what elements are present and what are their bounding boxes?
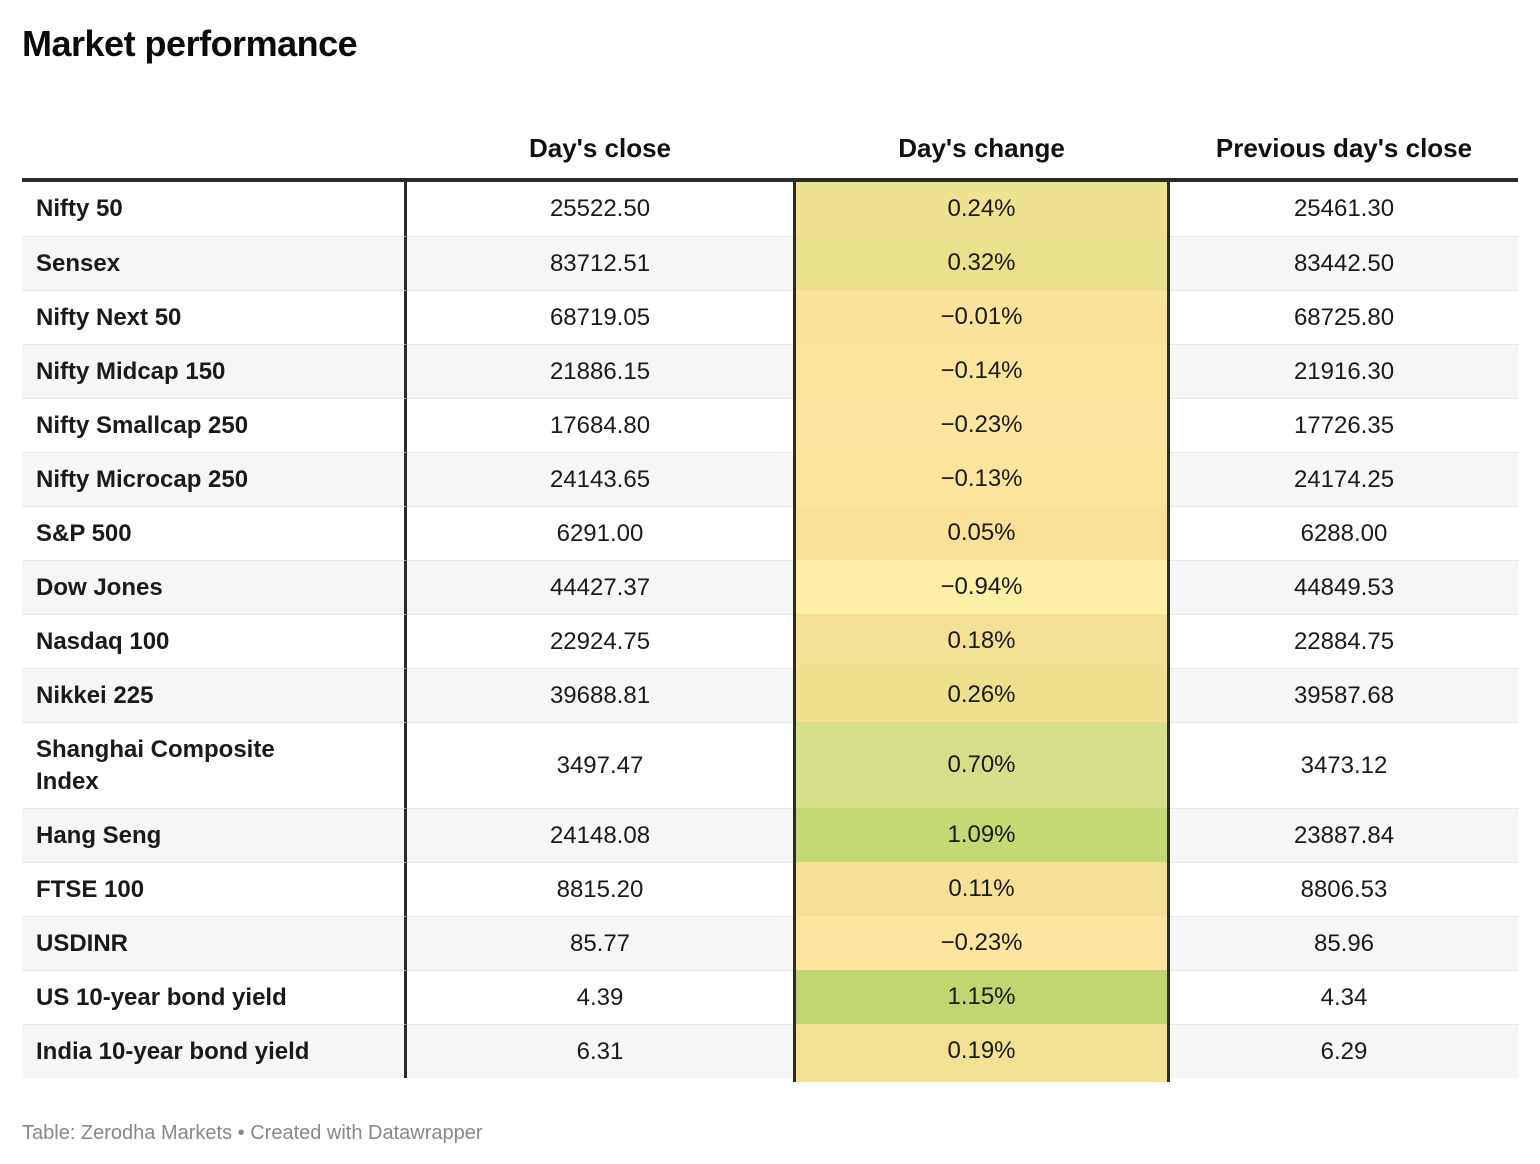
cell-days-close: 17684.80 [407,398,793,452]
row-label: Nifty Next 50 [22,290,407,344]
cell-previous-close: 44849.53 [1170,560,1518,614]
table-row: Nifty Next 50 68719.05 −0.01% 68725.80 [22,290,1518,344]
cell-days-close: 85.77 [407,916,793,970]
row-label: Sensex [22,236,407,290]
cell-previous-close: 23887.84 [1170,808,1518,862]
table-row: Nifty Smallcap 250 17684.80 −0.23% 17726… [22,398,1518,452]
cell-days-close: 6.31 [407,1024,793,1078]
row-label: Nifty Smallcap 250 [22,398,407,452]
cell-days-change: −0.94% [793,560,1170,614]
change-column-overhang [22,1078,1518,1082]
cell-days-change: 1.15% [793,970,1170,1024]
table-row: S&P 500 6291.00 0.05% 6288.00 [22,506,1518,560]
cell-days-close: 24143.65 [407,452,793,506]
row-label: US 10-year bond yield [22,970,407,1024]
table-row: Nasdaq 100 22924.75 0.18% 22884.75 [22,614,1518,668]
row-label: Shanghai Composite Index [22,722,407,808]
table-header-row: Day's close Day's change Previous day's … [22,134,1518,182]
cell-previous-close: 6.29 [1170,1024,1518,1078]
row-label: Nifty 50 [22,182,407,236]
change-column-overhang-cell [793,1078,1170,1082]
cell-previous-close: 25461.30 [1293,195,1395,222]
cell-days-change: 0.19% [793,1024,1170,1078]
table-row: USDINR 85.77 −0.23% 85.96 [22,916,1518,970]
cell-days-close: 39688.81 [407,668,793,722]
cell-days-close: 24148.08 [407,808,793,862]
cell-previous-close: 85.96 [1170,916,1518,970]
cell-days-close: 44427.37 [407,560,793,614]
cell-days-change: 1.09% [793,808,1170,862]
cell-days-change: 0.24% [793,182,1170,236]
table-row: Sensex 83712.51 0.32% 83442.50 [22,236,1518,290]
row-label: Nasdaq 100 [22,614,407,668]
cell-days-close: 83712.51 [407,236,793,290]
table-row: India 10-year bond yield 6.31 0.19% 6.29 [22,1024,1518,1078]
cell-days-close: 3497.47 [407,722,793,808]
cell-days-change: 0.26% [793,668,1170,722]
table-row: FTSE 100 8815.20 0.11% 8806.53 [22,862,1518,916]
cell-previous-close: 39587.68 [1170,668,1518,722]
row-label: India 10-year bond yield [22,1024,407,1078]
row-label: S&P 500 [22,506,407,560]
table-row: Dow Jones 44427.37 −0.94% 44849.53 [22,560,1518,614]
footer-credit-text: Table: Zerodha Markets • Created with Da… [22,1122,483,1144]
cell-previous-close: 83442.50 [1170,236,1518,290]
column-header-days-close: Day's close [528,133,672,163]
cell-previous-close: 3473.12 [1170,722,1518,808]
cell-previous-close: 22884.75 [1170,614,1518,668]
cell-previous-close: 24174.25 [1170,452,1518,506]
row-label: USDINR [22,916,407,970]
cell-days-close: 6291.00 [407,506,793,560]
page-title: Market performance [22,23,358,64]
column-header-empty [22,134,407,162]
cell-days-change: 0.18% [793,614,1170,668]
cell-days-close: 25522.50 [549,195,651,222]
cell-previous-close: 4.34 [1170,970,1518,1024]
table-row: US 10-year bond yield 4.39 1.15% 4.34 [22,970,1518,1024]
cell-days-change: −0.01% [793,290,1170,344]
row-label: FTSE 100 [22,862,407,916]
cell-days-change: −0.13% [793,452,1170,506]
column-header-days-change: Day's change [898,133,1065,163]
cell-days-close: 68719.05 [407,290,793,344]
table-row: Nifty Midcap 150 21886.15 −0.14% 21916.3… [22,344,1518,398]
table-row: Nifty 50 25522.50 0.24% 25461.30 [22,182,1518,236]
cell-days-close: 8815.20 [407,862,793,916]
table-row: Nifty Microcap 250 24143.65 −0.13% 24174… [22,452,1518,506]
row-label: Nifty Midcap 150 [22,344,407,398]
table-row: Nikkei 225 39688.81 0.26% 39587.68 [22,668,1518,722]
row-label: Nikkei 225 [22,668,407,722]
footer-credit: Table: Zerodha Markets • Created with Da… [22,1120,1518,1146]
column-header-previous-close: Previous day's close [1215,133,1473,163]
cell-previous-close: 21916.30 [1170,344,1518,398]
cell-days-change: 0.32% [793,236,1170,290]
table-row: Hang Seng 24148.08 1.09% 23887.84 [22,808,1518,862]
row-label: Hang Seng [22,808,407,862]
cell-previous-close: 17726.35 [1170,398,1518,452]
cell-previous-close: 8806.53 [1170,862,1518,916]
cell-days-close: 21886.15 [407,344,793,398]
cell-days-close: 4.39 [407,970,793,1024]
cell-days-change: 0.11% [793,862,1170,916]
table-body: Nifty 50 25522.50 0.24% 25461.30 Sensex … [22,182,1518,1082]
cell-days-change: −0.23% [793,916,1170,970]
row-label: Dow Jones [22,560,407,614]
row-label: Nifty Microcap 250 [22,452,407,506]
cell-days-change: 0.05% [793,506,1170,560]
cell-days-change: −0.23% [793,398,1170,452]
cell-previous-close: 68725.80 [1170,290,1518,344]
cell-days-change: 0.70% [793,722,1170,808]
cell-days-change: −0.14% [793,344,1170,398]
table-row: Shanghai Composite Index 3497.47 0.70% 3… [22,722,1518,808]
cell-days-close: 22924.75 [407,614,793,668]
cell-previous-close: 6288.00 [1170,506,1518,560]
